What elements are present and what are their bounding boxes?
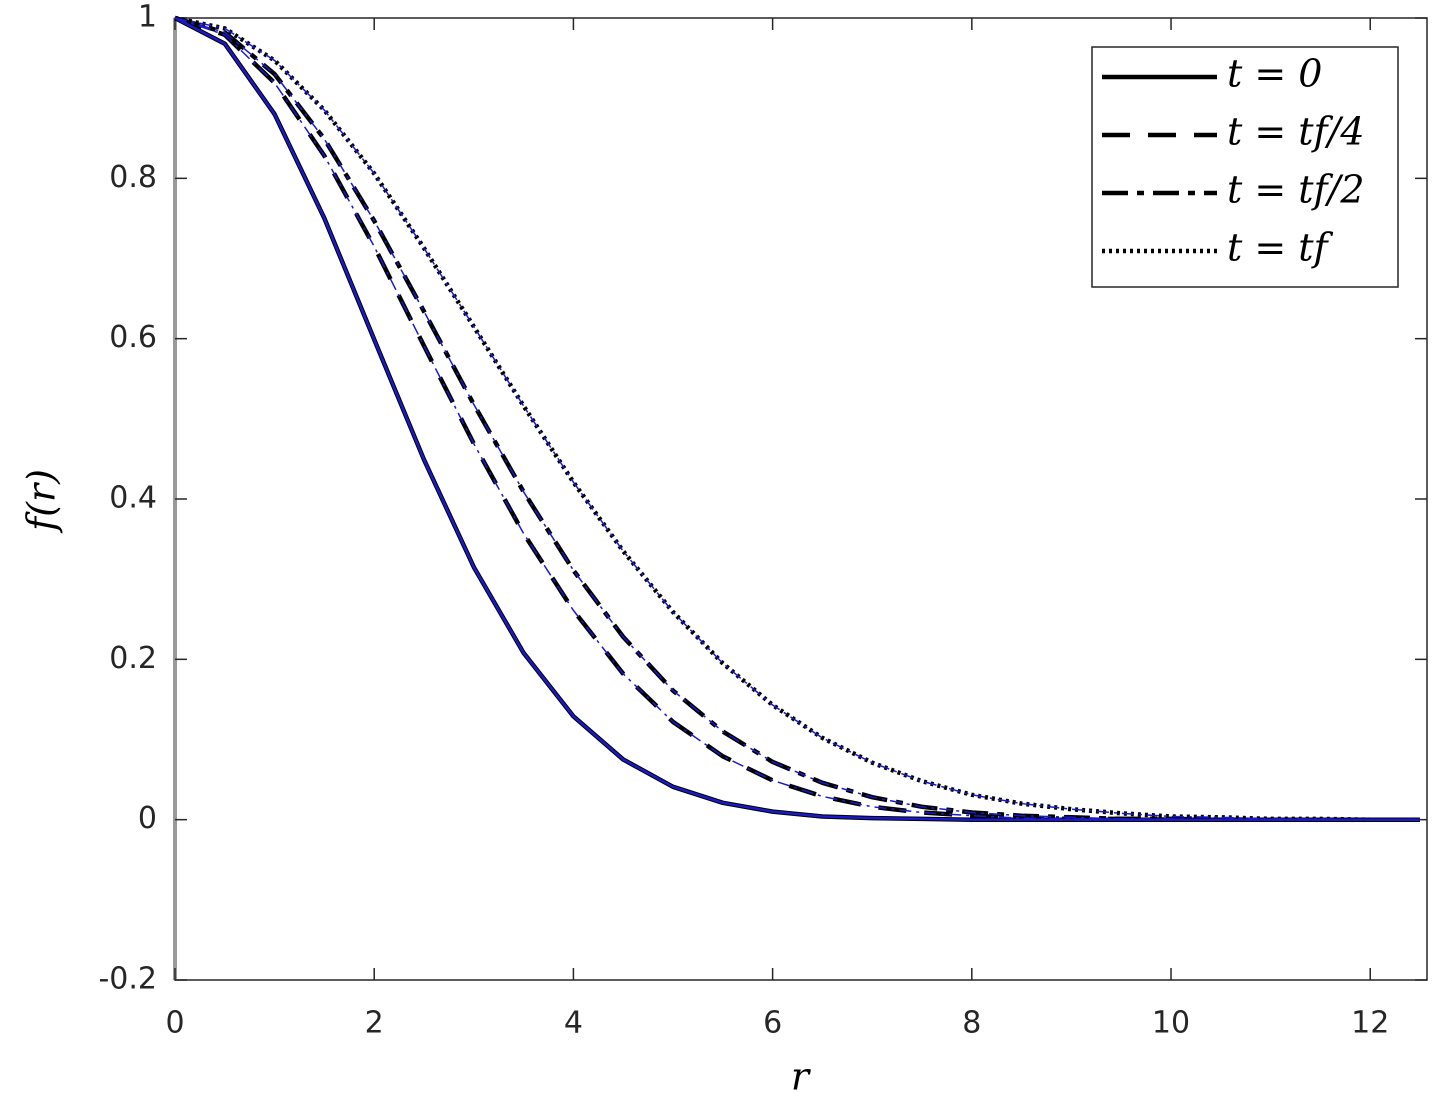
x-tick-label: 4 — [564, 1006, 583, 1041]
legend-label: t = tf/2 — [1227, 168, 1365, 212]
legend-label: t = 0 — [1227, 52, 1322, 96]
y-tick-label: 0.8 — [109, 160, 157, 195]
legend-label: t = tf — [1227, 226, 1334, 270]
legend-box — [1091, 46, 1399, 288]
x-tick-label: 2 — [365, 1006, 384, 1041]
series-line — [174, 16, 1420, 821]
legend-label: t = tf/4 — [1227, 110, 1365, 154]
x-tick-label: 10 — [1152, 1006, 1190, 1041]
x-tick-label: 8 — [962, 1006, 981, 1041]
series-line — [174, 17, 1420, 821]
y-tick-label: -0.2 — [98, 962, 157, 997]
x-tick-label: 0 — [165, 1006, 184, 1041]
y-tick-label: 0.2 — [109, 641, 157, 676]
x-tick-label: 12 — [1351, 1006, 1389, 1041]
x-axis-label: r — [791, 1055, 812, 1097]
x-tick-label: 6 — [763, 1006, 782, 1041]
y-tick-label: 0.6 — [109, 320, 157, 355]
y-tick-label: 1 — [138, 0, 157, 35]
y-axis-label: f(r) — [20, 469, 64, 534]
series-line — [174, 17, 1420, 821]
y-tick-label: 0.4 — [109, 481, 157, 516]
y-tick-label: 0 — [138, 801, 157, 836]
series-line — [174, 17, 1420, 821]
